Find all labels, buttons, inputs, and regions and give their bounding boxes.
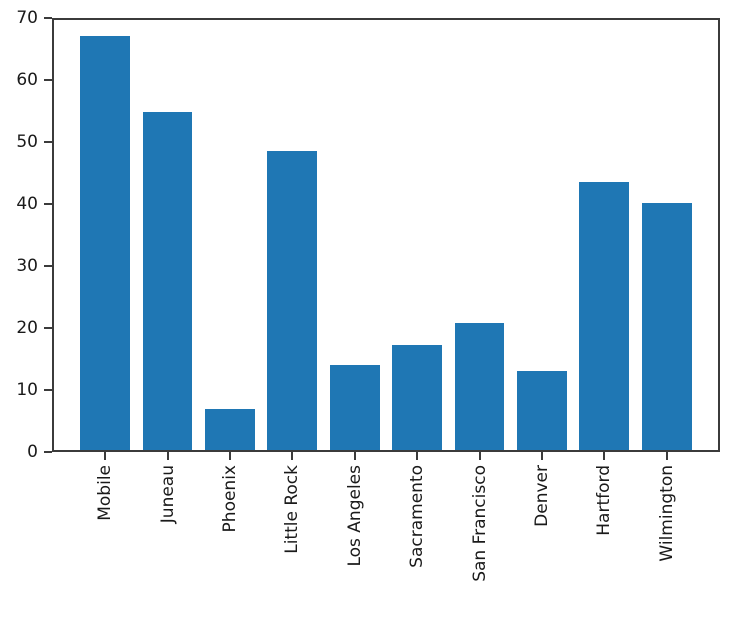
x-tick-label-wilmington: Wilmington <box>656 465 677 562</box>
y-tick-label-60: 60 <box>16 70 38 90</box>
bar-san-francisco <box>454 323 505 452</box>
x-tick-los-angeles <box>353 452 356 460</box>
x-tick-label-sacramento: Sacramento <box>407 465 428 568</box>
x-tick-label-little-rock: Little Rock <box>282 465 303 554</box>
x-tick-sacramento <box>416 452 419 460</box>
plot-frame <box>52 18 720 452</box>
x-tick-label-hartford: Hartford <box>594 465 615 536</box>
y-tick-label-40: 40 <box>16 194 38 214</box>
x-tick-juneau <box>166 452 169 460</box>
y-tick-label-30: 30 <box>16 256 38 276</box>
bar-phoenix <box>205 409 255 452</box>
y-tick-70 <box>44 17 52 19</box>
x-tick-little-rock <box>291 452 294 460</box>
y-tick-60 <box>44 79 52 81</box>
y-tick-label-70: 70 <box>16 8 38 28</box>
x-tick-hartford <box>603 452 606 460</box>
x-tick-mobile <box>104 452 107 460</box>
y-tick-30 <box>44 265 52 267</box>
bar-wilmington <box>641 202 692 452</box>
y-tick-label-0: 0 <box>27 442 38 462</box>
y-tick-10 <box>44 389 52 391</box>
bar-juneau <box>142 112 193 452</box>
bar-hartford <box>579 182 630 452</box>
x-tick-wilmington <box>665 452 668 460</box>
x-tick-label-los-angeles: Los Angeles <box>344 465 365 567</box>
y-tick-label-20: 20 <box>16 318 38 338</box>
x-tick-label-juneau: Juneau <box>157 465 178 524</box>
x-tick-denver <box>541 452 543 460</box>
bar-sacramento <box>392 344 443 452</box>
x-tick-san-francisco <box>478 452 481 460</box>
y-tick-label-10: 10 <box>16 380 38 400</box>
y-tick-20 <box>44 327 52 329</box>
x-tick-label-denver: Denver <box>532 465 552 527</box>
y-tick-0 <box>44 451 52 453</box>
bar-little-rock <box>267 151 318 452</box>
x-tick-label-mobile: Mobile <box>95 465 116 521</box>
bar-mobile <box>80 36 131 452</box>
x-tick-phoenix <box>229 452 231 460</box>
y-tick-label-50: 50 <box>16 132 38 152</box>
x-tick-label-san-francisco: San Francisco <box>469 465 490 582</box>
bar-denver <box>517 370 567 452</box>
x-tick-label-phoenix: Phoenix <box>220 465 240 533</box>
bar-los-angeles <box>329 365 380 452</box>
y-tick-50 <box>44 141 52 143</box>
y-tick-40 <box>44 203 52 205</box>
